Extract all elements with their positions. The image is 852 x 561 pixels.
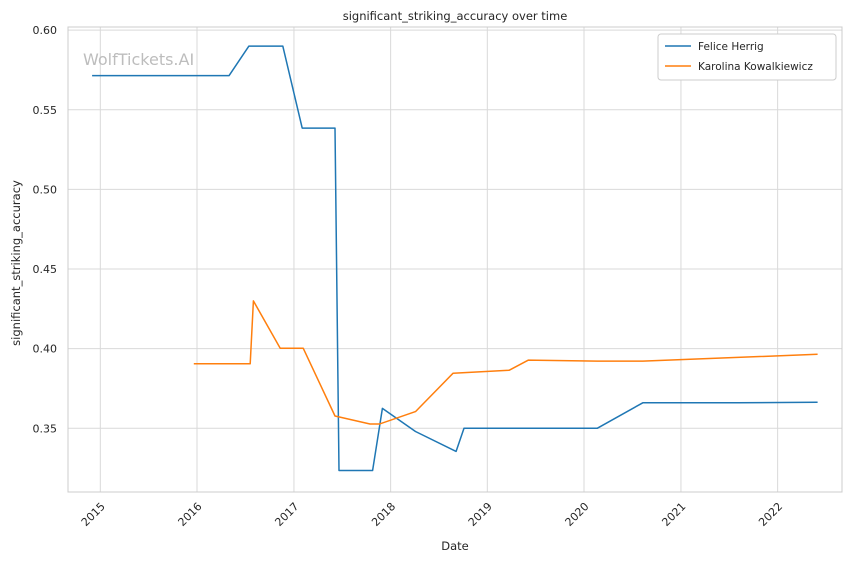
y-tick-label: 0.35 — [33, 422, 58, 435]
y-tick-label: 0.55 — [33, 104, 58, 117]
y-tick-label: 0.40 — [33, 343, 58, 356]
series-line-felice-herrig — [92, 45, 818, 472]
chart-title: significant_striking_accuracy over time — [343, 9, 568, 23]
watermark-text: WolfTickets.AI — [83, 50, 194, 69]
series-lines — [92, 45, 818, 472]
legend-box — [657, 33, 837, 81]
y-axis-title: significant_striking_accuracy — [9, 180, 23, 346]
y-tick-label: 0.60 — [33, 24, 58, 37]
legend-label-karolina-kowalkiewicz: Karolina Kowalkiewicz — [698, 61, 813, 73]
grid — [68, 27, 842, 492]
y-axis-ticks: 0.35 0.40 0.45 0.50 0.55 0.60 — [33, 24, 58, 435]
legend-label-felice-herrig: Felice Herrig — [698, 41, 764, 53]
x-axis-title: Date — [441, 539, 469, 553]
series-line-karolina-kowalkiewicz — [193, 300, 818, 425]
plot-area-frame — [67, 26, 843, 493]
y-tick-label: 0.50 — [33, 183, 58, 196]
legend: Felice Herrig Karolina Kowalkiewicz — [657, 33, 837, 81]
y-tick-label: 0.45 — [33, 263, 58, 276]
